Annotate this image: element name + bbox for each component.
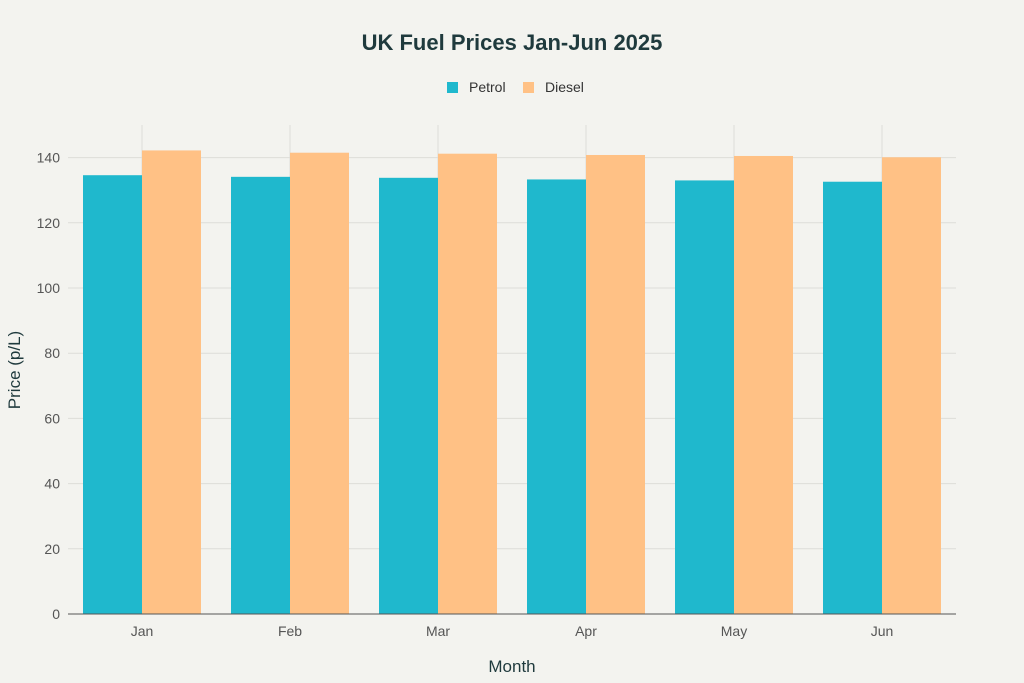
bar-petrol-apr (527, 179, 586, 614)
chart-title: UK Fuel Prices Jan-Jun 2025 (362, 30, 663, 55)
y-tick-label: 20 (44, 541, 60, 557)
bar-petrol-may (675, 180, 734, 615)
legend-swatch-petrol (447, 82, 458, 93)
x-tick-label: Jan (131, 623, 154, 639)
y-tick-label: 40 (44, 476, 60, 492)
bar-diesel-feb (290, 152, 349, 614)
x-tick-label: Apr (575, 623, 597, 639)
y-tick-label: 80 (44, 345, 60, 361)
bar-diesel-jun (882, 157, 941, 615)
y-axis-label: Price (p/L) (5, 331, 24, 409)
x-tick-label: Feb (278, 623, 302, 639)
x-tick-label: Mar (426, 623, 450, 639)
bar-diesel-apr (586, 154, 645, 614)
y-tick-label: 140 (37, 150, 61, 166)
y-tick-label: 120 (37, 215, 61, 231)
bar-diesel-may (734, 155, 793, 614)
legend-label-diesel: Diesel (545, 79, 584, 95)
bar-petrol-mar (379, 177, 438, 614)
bar-petrol-jun (823, 181, 882, 614)
y-tick-label: 100 (37, 280, 61, 296)
bar-diesel-mar (438, 153, 497, 615)
bar-diesel-jan (142, 150, 201, 615)
bar-petrol-jan (83, 175, 142, 615)
y-tick-label: 0 (52, 606, 60, 622)
legend-label-petrol: Petrol (469, 79, 506, 95)
x-tick-label: Jun (871, 623, 894, 639)
legend-swatch-diesel (523, 82, 534, 93)
y-tick-label: 60 (44, 410, 60, 426)
bar-petrol-feb (231, 176, 290, 615)
x-tick-label: May (721, 623, 747, 639)
x-axis-label: Month (488, 657, 535, 676)
